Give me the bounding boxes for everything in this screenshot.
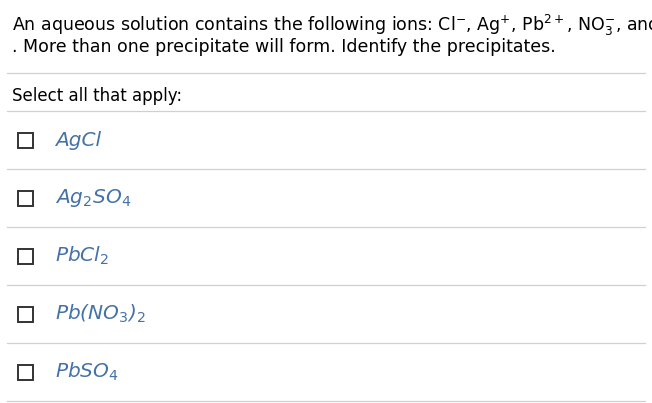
Text: PbCl$_{2}$: PbCl$_{2}$ — [55, 245, 110, 267]
Bar — [18, 307, 33, 322]
Text: AgCl: AgCl — [55, 131, 101, 150]
Text: PbSO$_{4}$: PbSO$_{4}$ — [55, 361, 119, 383]
Bar — [18, 364, 33, 380]
Text: An aqueous solution contains the following ions: Cl$^{-}$, Ag$^{+}$, Pb$^{2+}$, : An aqueous solution contains the followi… — [12, 13, 652, 38]
Text: Ag$_{2}$SO$_{4}$: Ag$_{2}$SO$_{4}$ — [55, 187, 131, 209]
Text: . More than one precipitate will form. Identify the precipitates.: . More than one precipitate will form. I… — [12, 38, 556, 56]
Text: Pb(NO$_{3}$)$_{2}$: Pb(NO$_{3}$)$_{2}$ — [55, 303, 146, 325]
Bar — [18, 133, 33, 147]
Bar — [18, 249, 33, 264]
Bar — [18, 191, 33, 206]
Text: Select all that apply:: Select all that apply: — [12, 87, 182, 105]
